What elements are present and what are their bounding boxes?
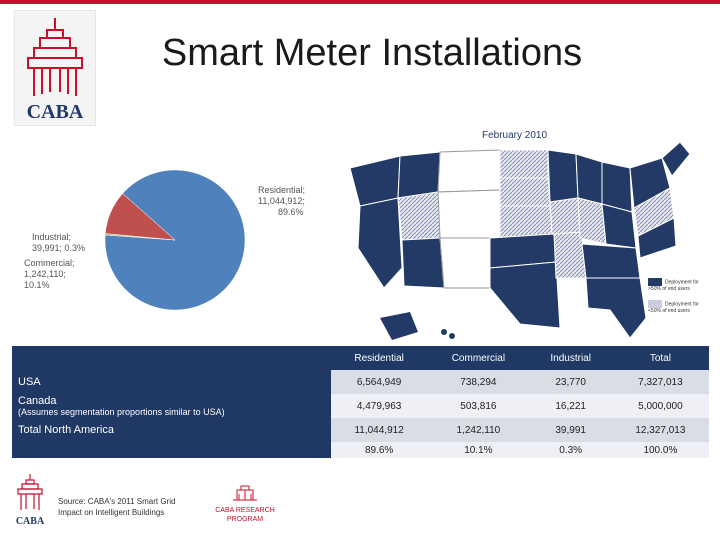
svg-text:PROGRAM: PROGRAM — [227, 516, 263, 523]
table-row: 89.6% 10.1% 0.3% 100.0% — [12, 442, 709, 458]
table-cell: 7,327,013 — [611, 370, 709, 394]
table-header-cell: Residential — [331, 346, 428, 370]
table-header-cell: Industrial — [529, 346, 612, 370]
map-legend-label: Deployment for >50% of end users — [648, 279, 699, 292]
pie-label-residential-line: 11,044,912; — [258, 196, 305, 206]
source-line: Impact on Intelligent Buildings — [58, 508, 165, 517]
pie-label-commercial: Commercial; 1,242,110; 10.1% — [24, 258, 75, 291]
table-row: USA 6,564,949 738,294 23,770 7,327,013 — [12, 370, 709, 394]
row-label: Canada (Assumes segmentation proportions… — [12, 394, 331, 418]
pie-label-industrial: Industrial; 39,991; 0.3% — [32, 232, 85, 254]
svg-text:CABA: CABA — [16, 516, 45, 526]
table-cell: 12,327,013 — [611, 418, 709, 442]
legend-swatch-solid — [648, 278, 662, 286]
map-title: February 2010 — [482, 130, 548, 141]
table-cell: 738,294 — [427, 370, 530, 394]
table-cell: 0.3% — [529, 442, 612, 458]
table-cell: 100.0% — [611, 442, 709, 458]
table-cell: 16,221 — [529, 394, 612, 418]
pie-label-residential-line: Residential; — [258, 185, 306, 195]
table-header-row: Residential Commercial Industrial Total — [12, 346, 709, 370]
pie-label-industrial-line: 39,991; 0.3% — [32, 243, 86, 253]
table-header-cell: Total — [611, 346, 709, 370]
row-label-note: (Assumes segmentation proportions simila… — [18, 407, 225, 417]
table-cell: 11,044,912 — [331, 418, 428, 442]
table-row: Canada (Assumes segmentation proportions… — [12, 394, 709, 418]
pie-label-industrial-line: Industrial; — [32, 232, 72, 242]
table-cell: 1,242,110 — [427, 418, 530, 442]
top-accent-bar — [0, 0, 720, 4]
us-map — [349, 141, 691, 340]
map-legend-item: Deployment for >50% of end users — [648, 278, 708, 292]
pie-label-residential: Residential; 11,044,912; 89.6% — [258, 185, 305, 218]
table-cell: 503,816 — [427, 394, 530, 418]
row-label-text: Canada — [18, 395, 57, 407]
table-header-blank — [12, 346, 331, 370]
table-header-cell: Commercial — [427, 346, 530, 370]
pie-label-commercial-line: 1,242,110; — [24, 269, 66, 279]
row-label — [12, 442, 331, 458]
row-label: USA — [12, 370, 331, 394]
row-label: Total North America — [12, 418, 331, 442]
table-cell: 39,991 — [529, 418, 612, 442]
caba-footer-logo: CABA — [16, 474, 45, 526]
source-note: Source: CABA's 2011 Smart Grid Impact on… — [58, 496, 175, 518]
map-legend-label: Deployment for <50% of end users — [648, 301, 699, 314]
map-legend-item: Deployment for <50% of end users — [648, 300, 708, 314]
map-legend: Deployment for >50% of end users Deploym… — [648, 278, 708, 314]
table-cell: 10.1% — [427, 442, 530, 458]
table-row: Total North America 11,044,912 1,242,110… — [12, 418, 709, 442]
pie-label-commercial-line: Commercial; — [24, 258, 75, 268]
table-cell: 89.6% — [331, 442, 428, 458]
pie-chart — [104, 169, 246, 311]
pie-slice — [105, 193, 176, 241]
svg-text:CABA: CABA — [27, 101, 84, 123]
source-line: Source: CABA's 2011 Smart Grid — [58, 497, 176, 506]
slide-title: Smart Meter Installations — [161, 32, 583, 74]
legend-swatch-hatched — [648, 300, 662, 308]
table-cell: 5,000,000 — [611, 394, 709, 418]
table-cell: 6,564,949 — [331, 370, 428, 394]
pie-label-commercial-line: 10.1% — [24, 280, 50, 290]
caba-research-logo: CABA RESEARCH PROGRAM — [215, 485, 275, 523]
installations-table: Residential Commercial Industrial Total … — [12, 346, 709, 458]
table-cell: 4,479,963 — [331, 394, 428, 418]
caba-logo: CABA — [14, 10, 96, 126]
table-cell: 23,770 — [529, 370, 612, 394]
pie-label-residential-line: 89.6% — [278, 207, 304, 217]
svg-text:CABA RESEARCH: CABA RESEARCH — [215, 507, 275, 514]
